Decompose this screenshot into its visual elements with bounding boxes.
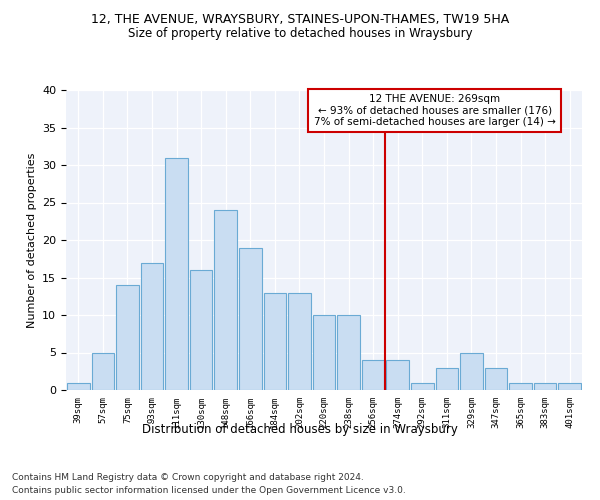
Bar [362, 360, 385, 390]
Text: 12 THE AVENUE: 269sqm
← 93% of detached houses are smaller (176)
7% of semi-deta: 12 THE AVENUE: 269sqm ← 93% of detached … [314, 94, 556, 127]
Bar [140, 262, 163, 390]
Bar [559, 382, 581, 390]
Bar [239, 248, 262, 390]
Bar [534, 382, 556, 390]
Bar [116, 285, 139, 390]
Bar [386, 360, 409, 390]
Bar [313, 315, 335, 390]
Bar [165, 158, 188, 390]
Bar [485, 368, 508, 390]
Y-axis label: Number of detached properties: Number of detached properties [26, 152, 37, 328]
Text: 12, THE AVENUE, WRAYSBURY, STAINES-UPON-THAMES, TW19 5HA: 12, THE AVENUE, WRAYSBURY, STAINES-UPON-… [91, 12, 509, 26]
Bar [92, 352, 114, 390]
Bar [436, 368, 458, 390]
Bar [509, 382, 532, 390]
Text: Distribution of detached houses by size in Wraysbury: Distribution of detached houses by size … [142, 422, 458, 436]
Bar [460, 352, 483, 390]
Bar [214, 210, 237, 390]
Text: Size of property relative to detached houses in Wraysbury: Size of property relative to detached ho… [128, 28, 472, 40]
Bar [337, 315, 360, 390]
Bar [67, 382, 89, 390]
Text: Contains HM Land Registry data © Crown copyright and database right 2024.: Contains HM Land Registry data © Crown c… [12, 472, 364, 482]
Bar [411, 382, 434, 390]
Bar [263, 292, 286, 390]
Bar [288, 292, 311, 390]
Bar [190, 270, 212, 390]
Text: Contains public sector information licensed under the Open Government Licence v3: Contains public sector information licen… [12, 486, 406, 495]
